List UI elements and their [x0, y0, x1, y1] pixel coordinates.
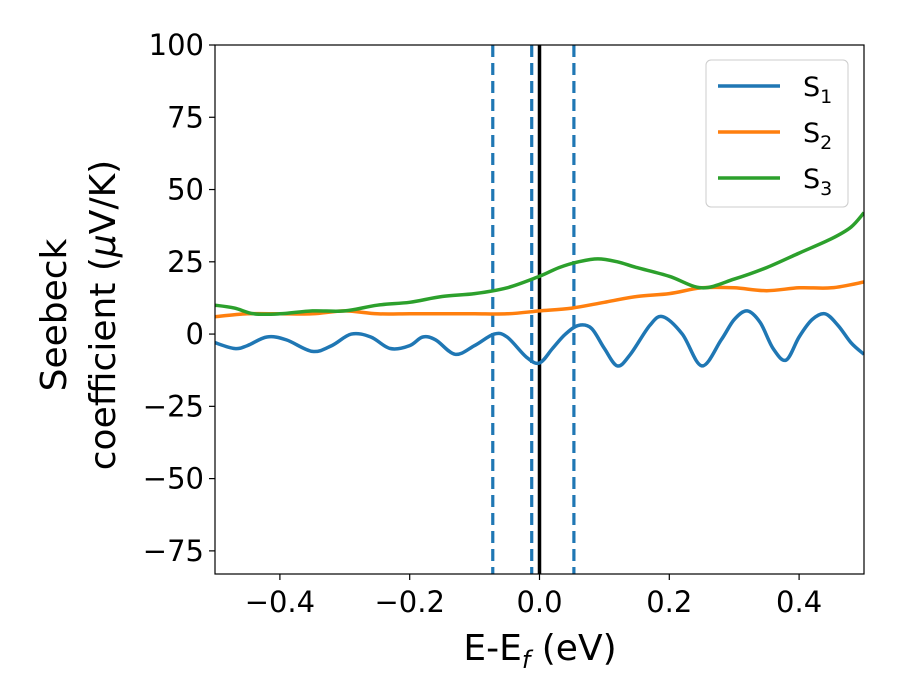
x-axis-label: E-Ef (eV) [463, 628, 616, 674]
series-line-s2 [215, 280, 864, 319]
y-tick-label: −75 [143, 534, 204, 568]
x-tick-label: 0.0 [516, 585, 562, 619]
series-line-s1 [215, 309, 864, 368]
y-tick-label: 50 [167, 173, 204, 207]
x-axis-ticks: −0.4 −0.2 0.0 0.2 0.4 [245, 574, 822, 619]
series-lines [215, 211, 864, 368]
y-tick-label: −50 [143, 462, 204, 496]
series-line-s3 [215, 211, 864, 317]
y-axis-ticks: 100 75 50 25 0 −25 −50 −75 [143, 28, 215, 568]
legend-entry-s2: S2 [718, 118, 832, 154]
y-tick-label: 25 [167, 245, 204, 279]
legend-label-s1: S1 [803, 72, 832, 108]
y-axis-label-line2: coefficient (μV/K) [83, 160, 124, 470]
legend: S1 S2 S3 [705, 59, 849, 208]
legend-label-s2: S2 [803, 118, 832, 154]
y-tick-label: 75 [167, 100, 204, 134]
x-tick-label: 0.4 [776, 585, 822, 619]
y-tick-label: −25 [143, 389, 204, 423]
x-tick-label: −0.2 [374, 585, 444, 619]
legend-entry-s1: S1 [718, 72, 832, 108]
legend-entry-s3: S3 [718, 164, 832, 200]
y-axis-label-line1: Seebeck [34, 238, 75, 391]
legend-label-s3: S3 [803, 164, 832, 200]
x-tick-label: 0.2 [646, 585, 692, 619]
y-tick-label: 100 [149, 28, 204, 62]
x-tick-label: −0.4 [245, 585, 315, 619]
y-tick-label: 0 [186, 317, 204, 351]
y-axis-label: Seebeck coefficient (μV/K) [34, 160, 124, 470]
